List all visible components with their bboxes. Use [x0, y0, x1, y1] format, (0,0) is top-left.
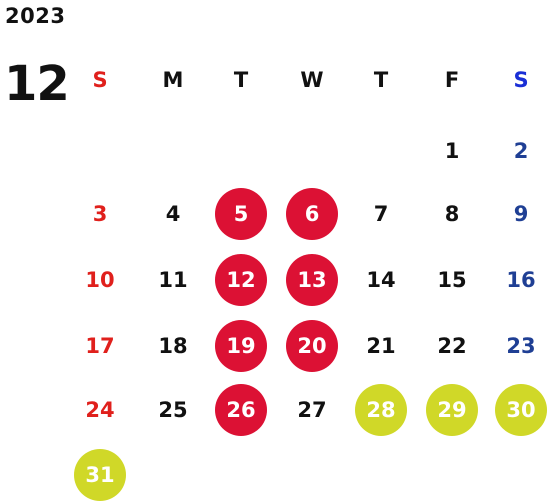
- day-cell[interactable]: 29: [426, 384, 478, 436]
- day-cell[interactable]: 9: [513, 202, 529, 226]
- day-cell[interactable]: 4: [165, 202, 181, 226]
- day-cell[interactable]: 22: [437, 334, 467, 358]
- day-cell[interactable]: 20: [286, 320, 338, 372]
- day-cell[interactable]: 17: [85, 334, 115, 358]
- day-cell[interactable]: 21: [366, 334, 396, 358]
- weekday-header: S: [92, 68, 108, 92]
- day-cell[interactable]: 7: [373, 202, 389, 226]
- day-cell[interactable]: 8: [444, 202, 460, 226]
- day-cell[interactable]: 5: [215, 188, 267, 240]
- day-cell[interactable]: 24: [85, 398, 115, 422]
- weekday-header: M: [162, 68, 184, 92]
- month-label: 12: [4, 56, 70, 112]
- day-cell[interactable]: 11: [158, 268, 188, 292]
- day-cell[interactable]: 14: [366, 268, 396, 292]
- day-cell[interactable]: 30: [495, 384, 547, 436]
- day-cell[interactable]: 6: [286, 188, 338, 240]
- day-cell[interactable]: 10: [85, 268, 115, 292]
- year-label: 2023: [5, 4, 66, 28]
- day-cell[interactable]: 27: [297, 398, 327, 422]
- day-cell[interactable]: 31: [74, 449, 126, 501]
- weekday-header: S: [513, 68, 529, 92]
- day-cell[interactable]: 28: [355, 384, 407, 436]
- day-cell[interactable]: 26: [215, 384, 267, 436]
- weekday-header: T: [373, 68, 389, 92]
- weekday-header: F: [444, 68, 460, 92]
- day-cell[interactable]: 15: [437, 268, 467, 292]
- weekday-header: W: [300, 68, 324, 92]
- day-cell[interactable]: 12: [215, 254, 267, 306]
- day-cell[interactable]: 18: [158, 334, 188, 358]
- day-cell[interactable]: 25: [158, 398, 188, 422]
- day-cell[interactable]: 19: [215, 320, 267, 372]
- day-cell[interactable]: 16: [506, 268, 536, 292]
- day-cell[interactable]: 23: [506, 334, 536, 358]
- day-cell[interactable]: 13: [286, 254, 338, 306]
- day-cell[interactable]: 3: [92, 202, 108, 226]
- weekday-header: T: [233, 68, 249, 92]
- day-cell[interactable]: 1: [444, 139, 460, 163]
- day-cell[interactable]: 2: [513, 139, 529, 163]
